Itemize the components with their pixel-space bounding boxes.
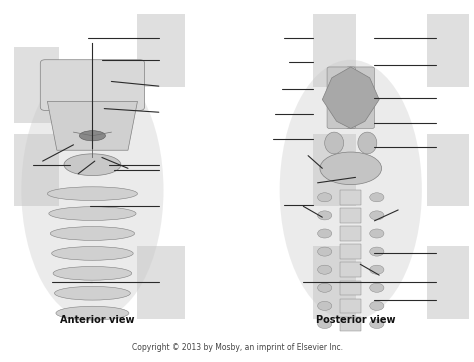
Ellipse shape (318, 193, 332, 202)
Ellipse shape (64, 154, 121, 176)
Ellipse shape (325, 132, 344, 154)
Ellipse shape (318, 229, 332, 238)
Ellipse shape (370, 247, 384, 256)
Polygon shape (322, 67, 379, 129)
Bar (137, 14, 185, 87)
Bar (427, 14, 469, 87)
Bar (14, 47, 59, 123)
Text: Anterior view: Anterior view (60, 315, 135, 325)
Bar (137, 246, 185, 319)
Ellipse shape (320, 152, 382, 185)
Ellipse shape (53, 266, 132, 280)
Ellipse shape (358, 132, 377, 154)
FancyBboxPatch shape (327, 67, 356, 129)
Polygon shape (47, 101, 137, 150)
Bar (313, 14, 356, 87)
FancyBboxPatch shape (40, 60, 145, 110)
Bar (340, 317, 361, 331)
Bar (427, 134, 469, 206)
Ellipse shape (47, 187, 137, 201)
Bar (14, 134, 59, 206)
Ellipse shape (370, 265, 384, 274)
Bar (340, 281, 361, 295)
Text: Posterior view: Posterior view (316, 315, 395, 325)
Ellipse shape (52, 247, 133, 260)
Ellipse shape (55, 286, 130, 300)
Bar (340, 244, 361, 259)
Ellipse shape (370, 193, 384, 202)
Ellipse shape (318, 265, 332, 274)
Ellipse shape (50, 227, 135, 240)
Ellipse shape (318, 320, 332, 329)
Bar (313, 246, 356, 319)
Ellipse shape (80, 131, 105, 141)
Ellipse shape (49, 207, 136, 220)
Ellipse shape (318, 283, 332, 292)
Bar (340, 262, 361, 277)
Ellipse shape (318, 301, 332, 311)
Bar (340, 226, 361, 241)
Ellipse shape (318, 211, 332, 220)
Ellipse shape (56, 306, 129, 320)
Ellipse shape (370, 229, 384, 238)
Ellipse shape (370, 211, 384, 220)
FancyBboxPatch shape (346, 67, 374, 129)
Ellipse shape (280, 60, 422, 320)
Ellipse shape (370, 320, 384, 329)
Bar (340, 208, 361, 223)
Bar (427, 246, 469, 319)
Ellipse shape (370, 301, 384, 311)
Ellipse shape (370, 283, 384, 292)
Bar (313, 134, 356, 206)
Text: Copyright © 2013 by Mosby, an imprint of Elsevier Inc.: Copyright © 2013 by Mosby, an imprint of… (131, 343, 343, 352)
Bar (340, 190, 361, 205)
Ellipse shape (21, 60, 164, 320)
Ellipse shape (318, 247, 332, 256)
Bar (340, 299, 361, 313)
